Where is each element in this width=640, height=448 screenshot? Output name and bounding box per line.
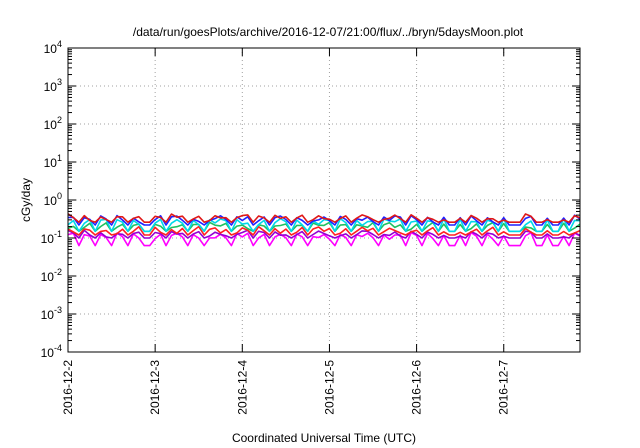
y-tick-base: 10 (44, 42, 58, 56)
y-tick-exponent: 3 (57, 77, 62, 87)
x-tick-label: 2016-12-7 (497, 360, 511, 415)
y-tick-exponent: -1 (54, 229, 62, 239)
y-tick-base: 10 (44, 194, 58, 208)
x-axis-label: Coordinated Universal Time (UTC) (232, 431, 416, 445)
y-tick-base: 10 (41, 308, 55, 322)
y-tick-exponent: -3 (54, 305, 62, 315)
y-tick-base: 10 (41, 270, 55, 284)
y-tick-base: 10 (44, 80, 58, 94)
x-tick-label: 2016-12-5 (322, 360, 336, 415)
y-tick-base: 10 (44, 156, 58, 170)
y-tick-base: 10 (41, 232, 55, 246)
x-tick-label: 2016-12-3 (148, 360, 162, 415)
y-tick-base: 10 (41, 346, 55, 360)
y-tick-base: 10 (44, 118, 58, 132)
y-axis-label: cGy/day (19, 178, 33, 222)
y-tick-exponent: 4 (57, 39, 62, 49)
x-tick-label: 2016-12-4 (235, 360, 249, 415)
y-tick-exponent: 2 (57, 115, 62, 125)
y-tick-exponent: -2 (54, 267, 62, 277)
x-tick-label: 2016-12-6 (410, 360, 424, 415)
x-tick-label: 2016-12-2 (61, 360, 75, 415)
y-tick-exponent: -4 (54, 343, 62, 353)
y-tick-exponent: 1 (57, 153, 62, 163)
y-tick-exponent: 0 (57, 191, 62, 201)
chart-title: /data/run/goesPlots/archive/2016-12-07/2… (133, 25, 524, 39)
